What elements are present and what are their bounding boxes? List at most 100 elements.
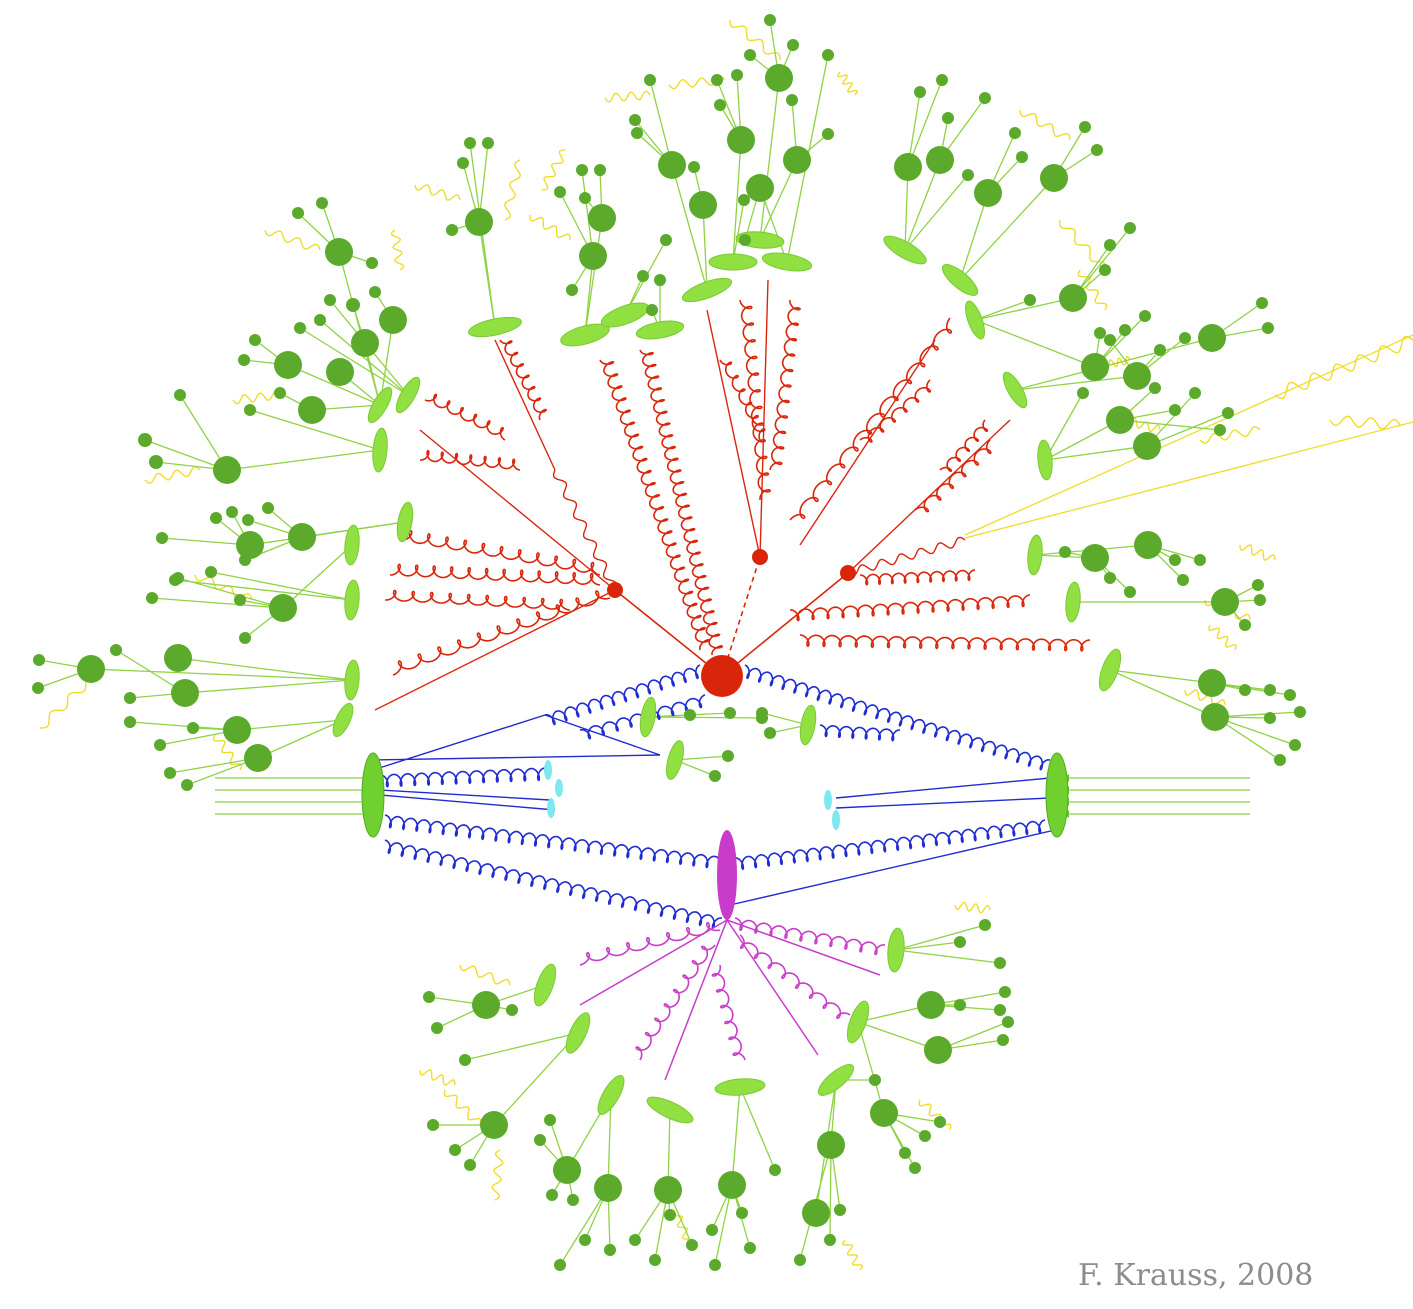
cluster-blob bbox=[887, 927, 905, 973]
decay-arrow bbox=[907, 79, 943, 168]
cluster-blob bbox=[344, 659, 360, 701]
hadron-dot bbox=[124, 692, 136, 704]
hadron-dot bbox=[457, 157, 469, 169]
hadron-dot bbox=[534, 1134, 546, 1146]
cluster-blob bbox=[708, 253, 758, 271]
gluon-line bbox=[739, 299, 771, 500]
hadron-dot bbox=[1254, 594, 1266, 606]
hard-line bbox=[847, 419, 1011, 574]
hadron-dot bbox=[629, 114, 641, 126]
hard-line bbox=[494, 339, 556, 471]
hadron-dot bbox=[379, 306, 407, 334]
photon-line bbox=[1077, 269, 1108, 311]
photon-line bbox=[212, 734, 243, 771]
hadron-dot bbox=[644, 74, 656, 86]
hadron-dot bbox=[238, 354, 250, 366]
secondary-line bbox=[664, 919, 728, 1081]
hadron-dot bbox=[146, 592, 158, 604]
hadron-dot bbox=[369, 286, 381, 298]
hadron-dot bbox=[234, 594, 246, 606]
gluon-line bbox=[711, 964, 746, 1061]
cluster-blob bbox=[1098, 648, 1122, 692]
decay-arrow bbox=[1014, 373, 1138, 391]
cluster-blob bbox=[597, 1075, 625, 1115]
photon-line bbox=[1239, 544, 1276, 561]
hadron-dot bbox=[834, 1204, 846, 1216]
decay-arrow bbox=[177, 576, 284, 609]
hadron-dot bbox=[427, 1119, 439, 1131]
secondary-line bbox=[726, 919, 819, 1056]
beam-remnant bbox=[544, 760, 552, 780]
photon-line bbox=[841, 1239, 864, 1271]
decay-arrow bbox=[759, 159, 798, 241]
hadron-dot bbox=[1123, 362, 1151, 390]
hard-line bbox=[721, 572, 849, 677]
hadron-dot bbox=[934, 1116, 946, 1128]
cluster-blob bbox=[332, 702, 354, 738]
hadron-dot bbox=[1177, 574, 1189, 586]
decay-arrow bbox=[826, 1144, 834, 1241]
hadron-dot bbox=[1194, 554, 1206, 566]
photon-line bbox=[491, 1149, 504, 1201]
cluster-blob bbox=[639, 696, 657, 738]
decay-arrow bbox=[674, 753, 729, 761]
decay-arrow bbox=[287, 364, 381, 406]
hadron-dot bbox=[482, 137, 494, 149]
photon-line bbox=[40, 674, 95, 729]
hadron-dot bbox=[274, 351, 302, 379]
hadron-dot bbox=[744, 49, 756, 61]
photon-line bbox=[443, 1089, 482, 1126]
hadron-dot bbox=[942, 112, 954, 124]
hadron-dot bbox=[724, 707, 736, 719]
hard-line bbox=[706, 309, 761, 558]
decay-arrow bbox=[579, 169, 594, 257]
decay-arrow bbox=[904, 174, 969, 251]
hadron-dot bbox=[1239, 619, 1251, 631]
hadron-dot bbox=[1198, 669, 1226, 697]
photon-line bbox=[264, 229, 321, 251]
hadron-dot bbox=[449, 1144, 461, 1156]
hadron-dot bbox=[954, 999, 966, 1011]
hadron-dot bbox=[1091, 144, 1103, 156]
hadron-dot bbox=[1262, 322, 1274, 334]
hadron-dot bbox=[1077, 387, 1089, 399]
hadron-dot bbox=[709, 770, 721, 782]
cluster-blob bbox=[396, 501, 414, 543]
cluster-blob bbox=[1037, 439, 1053, 481]
hadron-dot bbox=[1198, 324, 1226, 352]
hadron-dot bbox=[1124, 586, 1136, 598]
hadron-dot bbox=[997, 1034, 1009, 1046]
hadron-dot bbox=[654, 274, 666, 286]
hadron-dot bbox=[954, 936, 966, 948]
decay-arrow bbox=[299, 327, 409, 396]
photon-line bbox=[1199, 426, 1261, 444]
hadron-dot bbox=[325, 238, 353, 266]
decay-arrow bbox=[974, 319, 1096, 368]
shower-vertex-center bbox=[752, 549, 768, 565]
hadron-dot bbox=[974, 179, 1002, 207]
hadron-dot bbox=[909, 1162, 921, 1174]
decay-arrow bbox=[282, 544, 353, 609]
hadron-dot bbox=[124, 716, 136, 728]
cluster-blob bbox=[761, 252, 813, 272]
photon-line bbox=[419, 1069, 456, 1086]
hadron-dot bbox=[822, 49, 834, 61]
decay-arrow bbox=[249, 521, 406, 548]
hadron-dot bbox=[249, 334, 261, 346]
hadron-dot bbox=[459, 1054, 471, 1066]
gluon-line bbox=[379, 767, 546, 788]
hadron-dot bbox=[714, 99, 726, 111]
cluster-blob bbox=[565, 1012, 591, 1054]
hadron-dot bbox=[786, 94, 798, 106]
hadron-dot bbox=[506, 1004, 518, 1016]
photon-line bbox=[729, 20, 781, 60]
hadron-dot bbox=[1189, 387, 1201, 399]
shower-vertex-right bbox=[840, 565, 856, 581]
hadron-dot bbox=[899, 1147, 911, 1159]
hadron-dot bbox=[326, 358, 354, 386]
hadron-dot bbox=[994, 1004, 1006, 1016]
decay-arrow bbox=[732, 199, 747, 263]
cluster-blob bbox=[714, 1078, 766, 1096]
beam-line bbox=[379, 789, 551, 801]
hadron-dot bbox=[171, 679, 199, 707]
